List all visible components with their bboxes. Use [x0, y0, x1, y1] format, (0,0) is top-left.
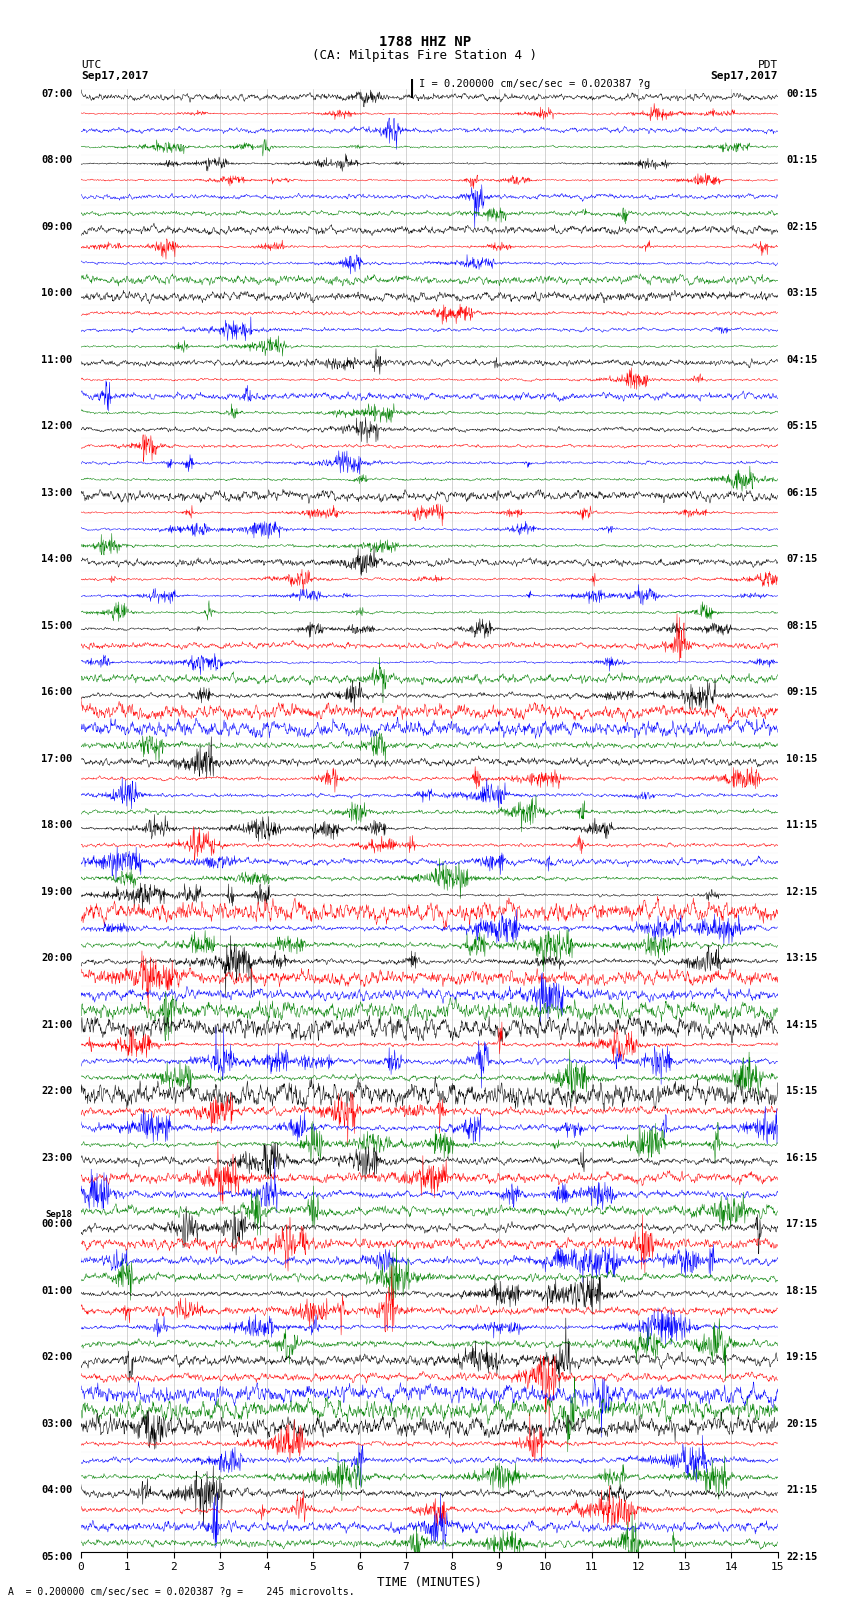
Text: 15:00: 15:00: [41, 621, 72, 631]
Text: 07:15: 07:15: [786, 555, 818, 565]
Text: 1788 HHZ NP: 1788 HHZ NP: [379, 35, 471, 48]
Text: 06:15: 06:15: [786, 487, 818, 498]
Text: 01:15: 01:15: [786, 155, 818, 165]
Text: UTC: UTC: [81, 60, 101, 69]
Text: 04:15: 04:15: [786, 355, 818, 365]
Text: Sep18: Sep18: [46, 1210, 72, 1219]
Text: 02:00: 02:00: [41, 1352, 72, 1363]
Text: 15:15: 15:15: [786, 1086, 818, 1097]
Text: 04:00: 04:00: [41, 1486, 72, 1495]
Text: 05:15: 05:15: [786, 421, 818, 431]
Text: Sep17,2017: Sep17,2017: [81, 71, 148, 81]
Text: 11:00: 11:00: [41, 355, 72, 365]
Text: 12:15: 12:15: [786, 887, 818, 897]
Text: 00:15: 00:15: [786, 89, 818, 98]
Text: Sep17,2017: Sep17,2017: [711, 71, 778, 81]
Text: 09:15: 09:15: [786, 687, 818, 697]
Text: 19:15: 19:15: [786, 1352, 818, 1363]
Text: 03:00: 03:00: [41, 1419, 72, 1429]
Text: A  = 0.200000 cm/sec/sec = 0.020387 ?g =    245 microvolts.: A = 0.200000 cm/sec/sec = 0.020387 ?g = …: [8, 1587, 355, 1597]
Text: PDT: PDT: [757, 60, 778, 69]
Text: 20:00: 20:00: [41, 953, 72, 963]
Text: 08:15: 08:15: [786, 621, 818, 631]
Text: 17:00: 17:00: [41, 753, 72, 763]
Text: 02:15: 02:15: [786, 221, 818, 232]
Text: 10:15: 10:15: [786, 753, 818, 763]
Text: 21:00: 21:00: [41, 1019, 72, 1029]
Text: 13:00: 13:00: [41, 487, 72, 498]
Text: 10:00: 10:00: [41, 289, 72, 298]
Text: 21:15: 21:15: [786, 1486, 818, 1495]
Text: 18:15: 18:15: [786, 1286, 818, 1295]
Text: 13:15: 13:15: [786, 953, 818, 963]
Text: 19:00: 19:00: [41, 887, 72, 897]
Text: 16:15: 16:15: [786, 1153, 818, 1163]
Text: 00:00: 00:00: [41, 1219, 72, 1229]
Text: 20:15: 20:15: [786, 1419, 818, 1429]
Text: (CA: Milpitas Fire Station 4 ): (CA: Milpitas Fire Station 4 ): [313, 50, 537, 63]
Text: 16:00: 16:00: [41, 687, 72, 697]
Text: 08:00: 08:00: [41, 155, 72, 165]
Text: I = 0.200000 cm/sec/sec = 0.020387 ?g: I = 0.200000 cm/sec/sec = 0.020387 ?g: [419, 79, 650, 89]
Text: 14:00: 14:00: [41, 555, 72, 565]
Text: 05:00: 05:00: [41, 1552, 72, 1561]
Text: 18:00: 18:00: [41, 821, 72, 831]
Text: 22:00: 22:00: [41, 1086, 72, 1097]
Text: 22:15: 22:15: [786, 1552, 818, 1561]
Text: 17:15: 17:15: [786, 1219, 818, 1229]
X-axis label: TIME (MINUTES): TIME (MINUTES): [377, 1576, 482, 1589]
Text: 07:00: 07:00: [41, 89, 72, 98]
Text: 09:00: 09:00: [41, 221, 72, 232]
Text: 03:15: 03:15: [786, 289, 818, 298]
Text: 11:15: 11:15: [786, 821, 818, 831]
Text: 12:00: 12:00: [41, 421, 72, 431]
Text: 01:00: 01:00: [41, 1286, 72, 1295]
Text: 23:00: 23:00: [41, 1153, 72, 1163]
Text: 14:15: 14:15: [786, 1019, 818, 1029]
